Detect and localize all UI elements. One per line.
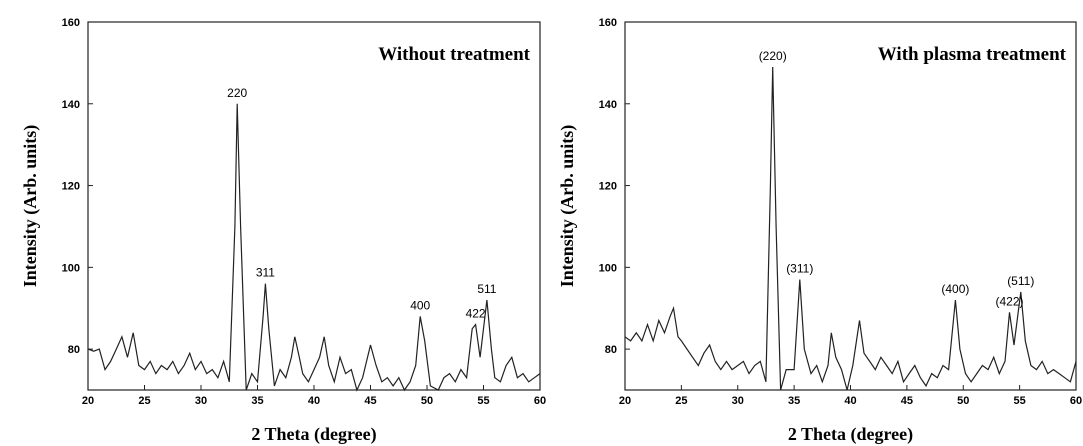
chart-title: Without treatment bbox=[378, 44, 530, 65]
x-tick-label: 45 bbox=[901, 395, 913, 407]
xrd-line bbox=[624, 66, 1077, 391]
x-tick-label: 25 bbox=[138, 395, 150, 407]
y-tick-label: 120 bbox=[62, 181, 80, 193]
plot-frame bbox=[87, 21, 541, 391]
xrd-line bbox=[87, 103, 541, 392]
x-tick-label: 35 bbox=[251, 395, 263, 407]
peak-label: (422) bbox=[995, 294, 1023, 308]
peak-label: 422 bbox=[466, 307, 486, 321]
peak-label: 400 bbox=[410, 298, 430, 312]
x-axis-label: 2 Theta (degree) bbox=[788, 424, 913, 445]
x-tick-label: 35 bbox=[788, 395, 800, 407]
x-tick-label: 40 bbox=[308, 395, 320, 407]
peak-label: 311 bbox=[256, 266, 275, 280]
peak-label: 511 bbox=[477, 282, 496, 296]
x-tick-label: 30 bbox=[195, 395, 207, 407]
x-tick-label: 45 bbox=[364, 395, 376, 407]
chart-title: With plasma treatment bbox=[878, 44, 1067, 65]
x-tick-label: 60 bbox=[1070, 395, 1082, 407]
x-tick-label: 20 bbox=[82, 395, 94, 407]
x-tick-label: 50 bbox=[957, 395, 969, 407]
y-tick-label: 140 bbox=[599, 99, 617, 111]
y-tick-label: 160 bbox=[62, 17, 80, 29]
x-tick-label: 60 bbox=[534, 395, 546, 407]
peak-label: (220) bbox=[759, 49, 787, 63]
x-tick-label: 25 bbox=[675, 395, 687, 407]
y-axis-label: Intensity (Arb. units) bbox=[20, 125, 41, 288]
x-tick-label: 55 bbox=[477, 395, 489, 407]
peak-label: (311) bbox=[786, 262, 813, 276]
x-tick-label: 20 bbox=[619, 395, 631, 407]
plot-frame bbox=[624, 21, 1077, 391]
x-tick-label: 55 bbox=[1014, 395, 1026, 407]
x-tick-label: 30 bbox=[732, 395, 744, 407]
y-tick-label: 80 bbox=[605, 344, 617, 356]
y-tick-label: 100 bbox=[62, 262, 80, 274]
x-tick-label: 40 bbox=[844, 395, 856, 407]
peak-label: (400) bbox=[941, 282, 969, 296]
y-tick-label: 160 bbox=[599, 17, 617, 29]
y-tick-label: 80 bbox=[68, 344, 80, 356]
y-tick-label: 140 bbox=[62, 99, 80, 111]
peak-label: 220 bbox=[227, 86, 247, 100]
y-axis-label: Intensity (Arb. units) bbox=[557, 125, 578, 288]
y-tick-label: 120 bbox=[599, 181, 617, 193]
x-tick-label: 50 bbox=[421, 395, 433, 407]
y-tick-label: 100 bbox=[599, 262, 617, 274]
peak-label: (511) bbox=[1007, 274, 1034, 288]
x-axis-label: 2 Theta (degree) bbox=[251, 424, 376, 445]
